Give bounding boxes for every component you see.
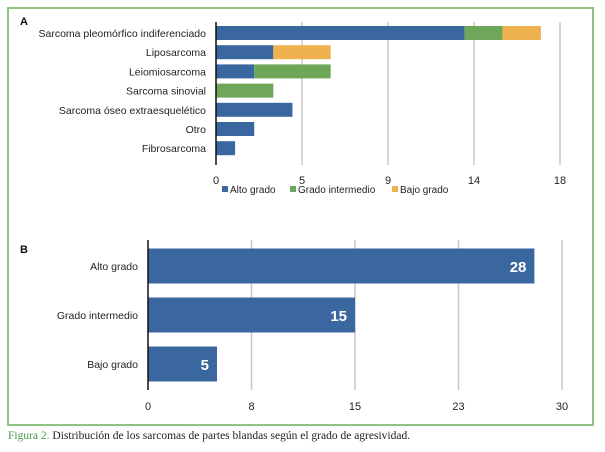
x-tick-label-b: 0 — [145, 401, 151, 413]
category-label-b: Bajo grado — [87, 359, 138, 371]
legend-label-bajo: Bajo grado — [400, 185, 449, 196]
legend-swatch-intermedio — [290, 186, 296, 192]
bar-a-alto — [216, 141, 236, 156]
x-tick-label-b: 15 — [349, 401, 361, 413]
bar-a-intermedio — [254, 64, 331, 79]
bar-a-intermedio — [464, 26, 503, 40]
figure-caption: Figura 2. Distribución de los sarcomas d… — [8, 430, 410, 442]
category-label-b: Grado intermedio — [57, 310, 138, 322]
legend-swatch-alto — [222, 186, 228, 192]
legend-swatch-bajo — [392, 186, 398, 192]
data-label-b: 15 — [330, 308, 347, 325]
category-label-a: Fibrosarcoma — [142, 143, 206, 155]
figure-frame — [7, 7, 594, 426]
bar-a-alto — [216, 26, 465, 40]
bar-a-alto — [216, 122, 255, 136]
panel-label-a: A — [20, 16, 28, 28]
caption-text: Distribución de los sarcomas de partes b… — [52, 430, 411, 442]
panel-label-b: B — [20, 244, 28, 256]
category-label-a: Otro — [186, 124, 207, 136]
bar-a-bajo — [502, 26, 541, 40]
x-tick-label-a: 18 — [554, 175, 566, 187]
x-tick-label-a: 14 — [468, 175, 480, 187]
data-label-b: 5 — [201, 357, 209, 374]
bar-b — [148, 346, 217, 382]
x-tick-label-a: 0 — [213, 175, 219, 187]
category-label-a: Leiomiosarcoma — [129, 66, 206, 78]
bar-a-alto — [216, 102, 293, 117]
legend-label-alto: Alto grado — [230, 185, 276, 196]
bar-b — [148, 248, 535, 284]
data-label-b: 28 — [510, 259, 527, 276]
bar-a-intermedio — [216, 83, 274, 98]
category-label-b: Alto grado — [90, 261, 138, 273]
category-label-a: Sarcoma sinovial — [126, 86, 206, 98]
category-label-a: Sarcoma pleomórfico indiferenciado — [38, 28, 206, 40]
x-tick-label-b: 30 — [556, 401, 568, 413]
category-label-a: Sarcoma óseo extraesquelético — [59, 105, 206, 117]
bar-a-alto — [216, 45, 274, 60]
bar-a-bajo — [273, 45, 331, 60]
x-tick-label-b: 23 — [452, 401, 464, 413]
legend-label-intermedio: Grado intermedio — [298, 185, 376, 196]
x-tick-label-b: 8 — [248, 401, 254, 413]
bar-a-alto — [216, 64, 255, 79]
caption-label: Figura 2. — [8, 430, 50, 442]
x-tick-label-a: 9 — [385, 175, 391, 187]
category-label-a: Liposarcoma — [146, 47, 206, 59]
x-tick-label-a: 5 — [299, 175, 305, 187]
bar-b — [148, 297, 355, 333]
